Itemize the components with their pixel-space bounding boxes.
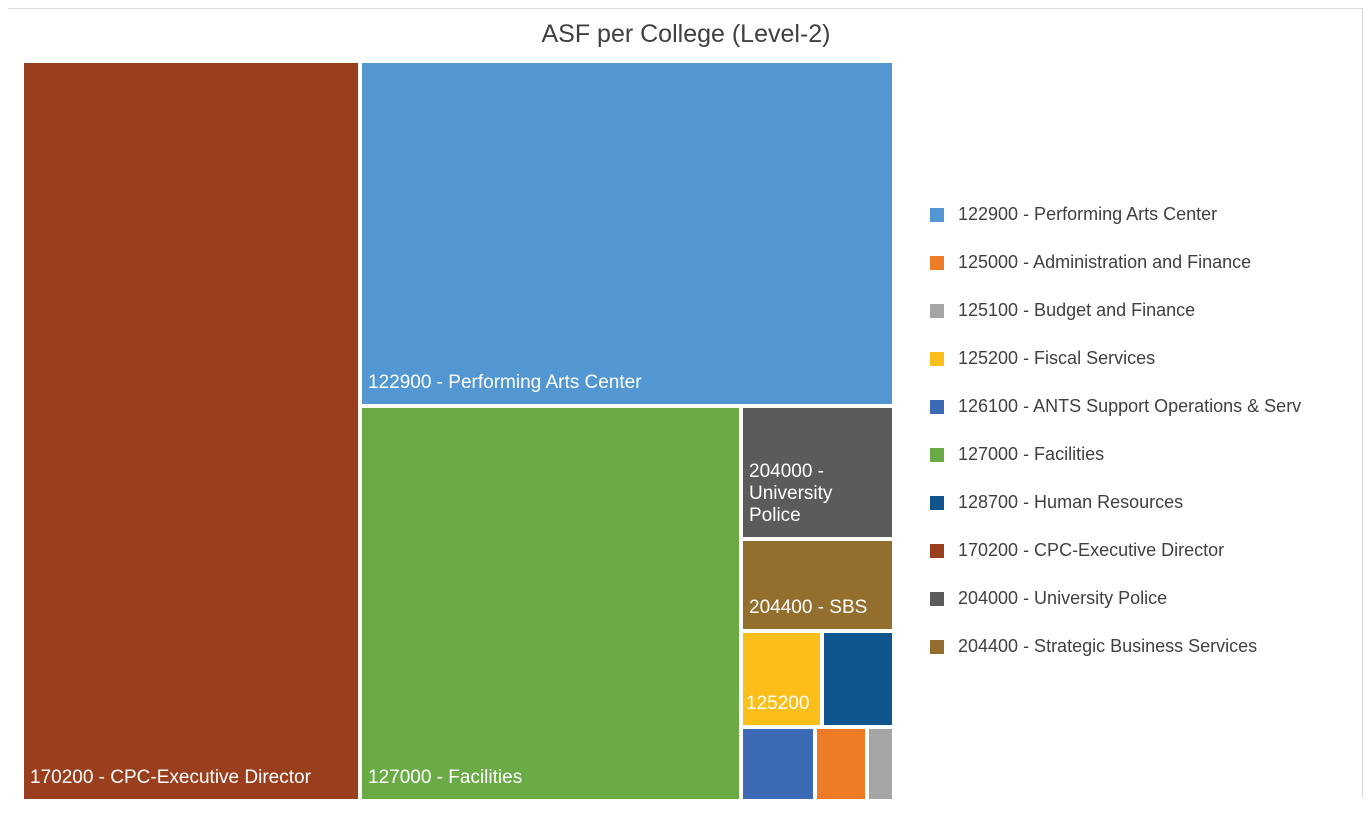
legend-swatch (930, 448, 944, 462)
treemap-tile-127000: 127000 - Facilities (362, 408, 739, 799)
legend-swatch (930, 640, 944, 654)
legend-label: 125100 - Budget and Finance (958, 300, 1196, 320)
legend-label: 204400 - Strategic Business Services (958, 636, 1258, 656)
legend-label: 126100 - ANTS Support Operations & Serv (958, 396, 1302, 416)
treemap-tile-204400: 204400 - SBS (743, 541, 892, 629)
legend-label: 122900 - Performing Arts Center (958, 204, 1218, 224)
legend-label: 125200 - Fiscal Services (958, 348, 1156, 368)
legend-swatch (930, 496, 944, 510)
legend-swatch (930, 544, 944, 558)
treemap-tile-label: 125200 (746, 693, 810, 714)
treemap-tile-125200: 125200 (743, 633, 820, 725)
treemap-tile-122900: 122900 - Performing Arts Center (362, 63, 892, 404)
chart-title: ASF per College (Level-2) (541, 20, 831, 48)
legend-swatch (930, 304, 944, 318)
treemap-tile-128700 (824, 633, 892, 725)
legend-label: 204000 - University Police (958, 588, 1168, 608)
treemap-tile-170200: 170200 - CPC-Executive Director (24, 63, 358, 799)
treemap-tile-125100 (869, 729, 892, 799)
legend-swatch (930, 256, 944, 270)
legend-swatch (930, 400, 944, 414)
legend-label: 127000 - Facilities (958, 444, 1105, 464)
treemap-tile-126100 (743, 729, 813, 799)
legend-swatch (930, 592, 944, 606)
legend-swatch (930, 208, 944, 222)
legend-label: 170200 - CPC-Executive Director (958, 540, 1225, 560)
treemap-tile-label: 122900 - Performing Arts Center (368, 372, 642, 393)
treemap-tile-204000: 204000 - University Police (743, 408, 892, 537)
treemap-tile-125000 (817, 729, 865, 799)
treemap-tile-label: 170200 - CPC-Executive Director (30, 767, 311, 788)
legend-swatch (930, 352, 944, 366)
legend-label: 128700 - Human Resources (958, 492, 1184, 512)
treemap-tile-label: 204400 - SBS (749, 597, 868, 618)
treemap-tile-label: 204000 - University Police (749, 461, 833, 526)
chart-frame (8, 8, 1363, 798)
legend-label: 125000 - Administration and Finance (958, 252, 1252, 272)
treemap-tile-label: 127000 - Facilities (368, 767, 523, 788)
